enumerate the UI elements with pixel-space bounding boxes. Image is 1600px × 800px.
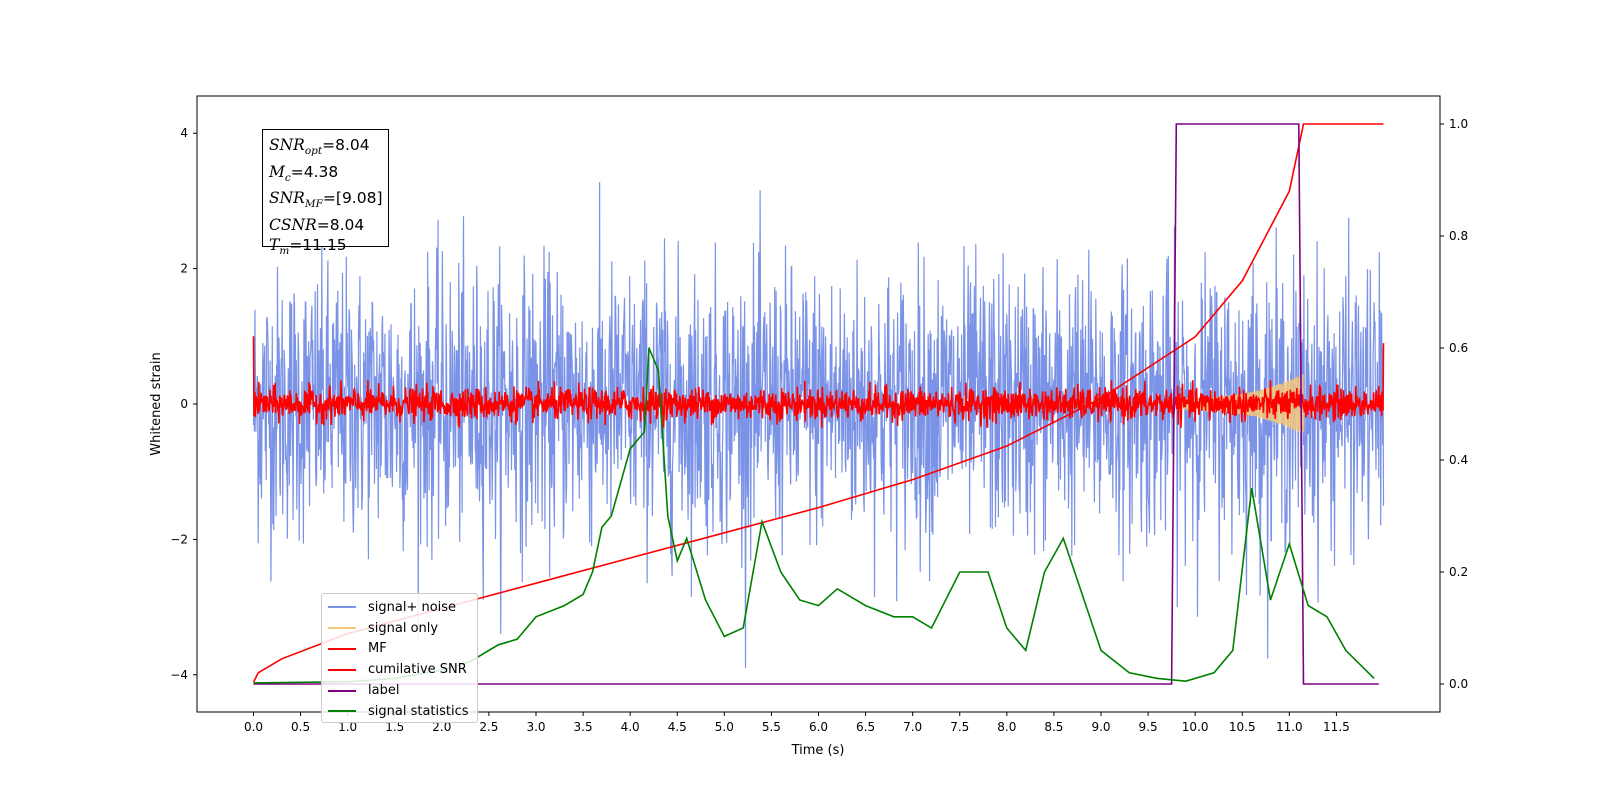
x-tick-label: 5.0 — [715, 720, 734, 734]
y-tick-label-right: 0.8 — [1449, 229, 1468, 243]
x-tick-label: 11.0 — [1276, 720, 1303, 734]
annotation-line: SNRMF=[9.08] — [269, 188, 388, 215]
x-tick-label: 6.0 — [809, 720, 828, 734]
legend-label: label — [368, 683, 400, 699]
legend-swatch — [328, 710, 356, 713]
y-tick-label-left: 0 — [180, 397, 188, 411]
annotation-subscript: m — [279, 245, 290, 258]
series-line — [253, 123, 1379, 685]
x-axis-ticks: 0.0 0.5 1.0 1.5 2.0 2.5 3.0 3.5 4.0 4.5 5.0 5.5 6.0 6… — [244, 712, 1350, 734]
annotation-value: =8.04 — [316, 215, 365, 234]
series-line — [252, 182, 1385, 669]
annotation-value: =8.04 — [322, 136, 370, 154]
x-tick-label: 1.5 — [385, 720, 404, 734]
x-tick-label: 8.0 — [997, 720, 1016, 734]
y-tick-label-right: 0.0 — [1449, 677, 1468, 691]
annotation-symbol-text: SNR — [269, 189, 305, 208]
annotation-symbol: Mc — [269, 162, 291, 184]
x-tick-label: 9.0 — [1091, 720, 1110, 734]
legend-item: cumilative SNR — [328, 659, 477, 680]
x-tick-label: 3.0 — [526, 720, 545, 734]
annotation-symbol: SNRMF — [269, 189, 323, 211]
annotation-box: SNRopt=8.04 Mc=4.38 SNRMF=[9.08] CSNR=8.04 T… — [262, 129, 389, 257]
x-tick-label: 5.5 — [762, 720, 781, 734]
annotation-line: SNRopt=8.04 — [269, 135, 388, 162]
y-tick-label-right: 0.4 — [1449, 453, 1468, 467]
series-line — [252, 336, 1385, 428]
legend-label: MF — [368, 641, 387, 657]
legend-label: signal statistics — [368, 703, 469, 719]
annotation-line: Mc=4.38 — [269, 162, 388, 189]
annotation-symbol: CSNR — [269, 216, 317, 234]
annotation-value: =4.38 — [290, 162, 339, 181]
legend-swatch — [328, 647, 356, 650]
x-tick-label: 2.5 — [479, 720, 498, 734]
x-tick-label: 7.5 — [950, 720, 969, 734]
x-tick-label: 10.0 — [1182, 720, 1209, 734]
x-tick-label: 10.5 — [1229, 720, 1256, 734]
legend-label: signal+ noise — [368, 599, 457, 615]
annotation-subscript: opt — [304, 145, 323, 158]
y-axis-left-ticks: −4 −2 0 2 4 — [170, 126, 197, 682]
legend-swatch — [328, 627, 356, 630]
y-tick-label-left: 4 — [180, 126, 188, 140]
x-tick-label: 4.0 — [621, 720, 640, 734]
x-tick-label: 4.5 — [668, 720, 687, 734]
annotation-line: Tm=11.15 — [269, 235, 388, 262]
legend-label: cumilative SNR — [368, 662, 467, 678]
annotation-symbol: SNRopt — [269, 136, 323, 158]
y-axis-label: Whitened strain — [149, 352, 164, 455]
legend: signal+ noise signal only MF cumilative SNR… — [321, 593, 478, 723]
annotation-symbol-text: CSNR — [269, 215, 317, 234]
x-tick-label: 2.0 — [432, 720, 451, 734]
y-tick-label-left: −2 — [170, 532, 188, 546]
series-line — [253, 347, 1375, 684]
legend-item: label — [328, 680, 477, 701]
y-tick-label-left: −4 — [170, 668, 188, 682]
legend-swatch — [328, 606, 356, 609]
annotation-symbol-text: M — [269, 162, 285, 181]
y-tick-label-right: 0.6 — [1449, 341, 1468, 355]
annotation-symbol-text: T — [269, 236, 280, 255]
annotation-value: =[9.08] — [322, 189, 383, 208]
y-tick-label-right: 1.0 — [1449, 117, 1468, 131]
annotation-value: =11.15 — [289, 236, 347, 255]
annotation-subscript: MF — [304, 198, 323, 211]
legend-swatch — [328, 689, 356, 692]
annotation-subscript: c — [284, 171, 291, 184]
x-tick-label: 7.0 — [903, 720, 922, 734]
legend-item: signal+ noise — [328, 597, 477, 618]
legend-item: MF — [328, 639, 477, 660]
x-tick-label: 3.5 — [574, 720, 593, 734]
annotation-symbol: Tm — [269, 236, 290, 258]
legend-item: signal only — [328, 618, 477, 639]
x-tick-label: 8.5 — [1044, 720, 1063, 734]
x-tick-label: 6.5 — [856, 720, 875, 734]
legend-item: signal statistics — [328, 701, 477, 722]
x-tick-label: 11.5 — [1323, 720, 1350, 734]
y-tick-label-right: 0.2 — [1449, 565, 1468, 579]
legend-label: signal only — [368, 620, 439, 636]
x-tick-label: 9.5 — [1139, 720, 1158, 734]
x-tick-label: 0.5 — [291, 720, 310, 734]
y-tick-label-left: 2 — [180, 262, 188, 276]
legend-swatch — [328, 668, 356, 671]
x-axis-label: Time (s) — [791, 743, 845, 758]
annotation-symbol-text: SNR — [269, 136, 305, 154]
x-tick-label: 1.0 — [338, 720, 357, 734]
y-axis-right-ticks: 0.0 0.2 0.4 0.6 0.8 1.0 — [1440, 117, 1468, 691]
x-tick-label: 0.0 — [244, 720, 263, 734]
annotation-line: CSNR=8.04 — [269, 215, 388, 236]
